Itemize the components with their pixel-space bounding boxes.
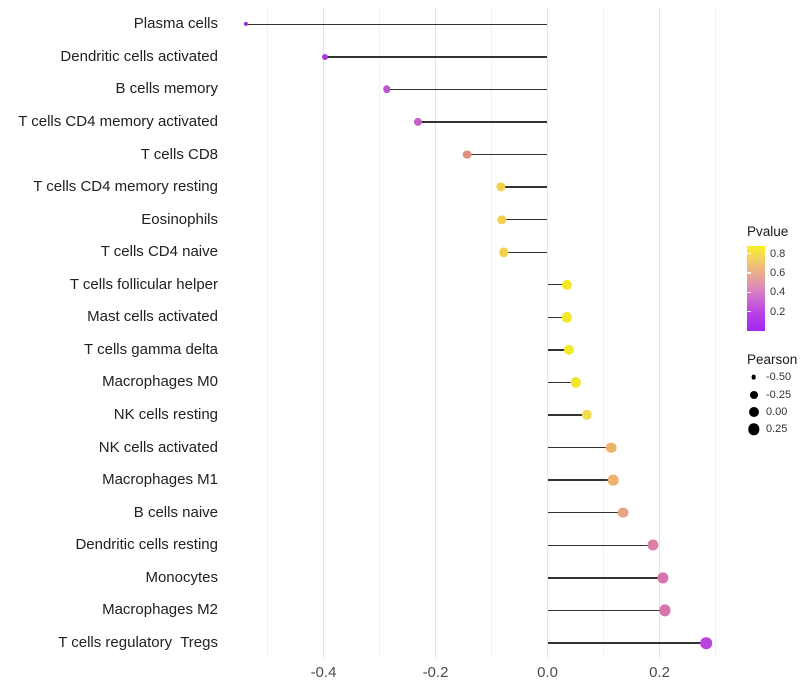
pvalue-tick-label: 0.6 — [770, 267, 786, 280]
gridline-major — [659, 8, 660, 658]
x-axis-tick-label: -0.2 — [422, 664, 449, 681]
lollipop-stem — [418, 121, 548, 123]
legend-pearson-title: Pearson — [747, 352, 798, 367]
lollipop-dot — [617, 507, 629, 519]
lollipop-dot — [383, 85, 391, 94]
y-axis-label: T cells CD8 — [140, 145, 218, 163]
y-axis-label: T cells CD4 memory resting — [33, 178, 218, 196]
y-axis-label: Dendritic cells resting — [75, 536, 218, 554]
lollipop-dot — [607, 474, 619, 486]
lollipop-dot — [496, 214, 507, 225]
lollipop-stem — [245, 23, 548, 25]
pvalue-tick-label: 0.2 — [770, 305, 786, 318]
y-axis-label: T cells regulatory Tregs — [58, 633, 218, 651]
lollipop-dot — [657, 572, 669, 584]
gridline-major — [547, 8, 548, 658]
pearson-legend-label: -0.50 — [766, 371, 792, 384]
lollipop-dot — [606, 442, 617, 453]
gridline-major — [323, 8, 324, 658]
lollipop-stem — [466, 153, 548, 156]
y-axis-label: T cells gamma delta — [84, 340, 218, 358]
pvalue-colorbar-tick — [747, 272, 751, 274]
lollipop-stem — [547, 642, 706, 644]
pearson-legend-dot — [749, 390, 758, 399]
lollipop-dot — [322, 53, 329, 60]
lollipop-dot — [563, 344, 574, 355]
pvalue-colorbar-tick — [747, 291, 751, 294]
lollipop-stem — [547, 381, 576, 384]
lollipop-stem — [325, 56, 548, 58]
lollipop-stem — [547, 512, 624, 514]
lollipop-stem — [547, 577, 663, 579]
y-axis-label: B cells naive — [133, 503, 218, 521]
y-axis-label: Mast cells activated — [87, 308, 218, 326]
y-axis-label: Macrophages M1 — [102, 471, 218, 489]
lollipop-stem — [547, 479, 614, 481]
pvalue-colorbar — [747, 246, 765, 331]
pvalue-colorbar-tick — [747, 310, 751, 313]
lollipop-dot — [700, 637, 712, 649]
lollipop-dot — [462, 150, 472, 159]
y-axis-label: NK cells activated — [98, 438, 218, 456]
pearson-legend-label: -0.25 — [766, 388, 792, 401]
y-axis-label: Macrophages M0 — [102, 373, 218, 391]
lollipop-stem — [547, 446, 612, 449]
y-axis-label: B cells memory — [115, 80, 218, 98]
pearson-legend-label: 0.00 — [766, 405, 788, 418]
gridline-minor — [491, 8, 492, 658]
y-axis-label: T cells CD4 naive — [100, 243, 218, 261]
lollipop-stem — [547, 544, 654, 546]
lollipop-stem — [503, 251, 548, 253]
lollipop-stem — [547, 609, 666, 612]
lollipop-dot — [562, 279, 573, 290]
gridline-major — [435, 8, 436, 658]
lollipop-dot — [414, 117, 423, 127]
lollipop-stem — [547, 349, 569, 351]
x-axis-tick-label: -0.4 — [310, 664, 337, 681]
gridline-minor — [267, 8, 268, 658]
lollipop-dot — [499, 247, 509, 257]
pearson-legend-label: 0.25 — [766, 423, 788, 436]
lollipop-stem — [501, 218, 548, 221]
y-axis-label: NK cells resting — [113, 406, 218, 424]
gridline-minor — [715, 8, 716, 658]
lollipop-dot — [243, 22, 248, 27]
lollipop-dot — [581, 409, 592, 421]
lollipop-stem — [547, 284, 568, 286]
lollipop-dot — [647, 539, 659, 551]
y-axis-label: Dendritic cells activated — [60, 47, 218, 65]
y-axis-label: T cells CD4 memory activated — [18, 112, 218, 130]
pvalue-colorbar-tick — [747, 252, 751, 255]
y-axis-label: Eosinophils — [141, 210, 218, 228]
lollipop-stem — [547, 316, 568, 319]
lollipop-stem — [386, 88, 548, 91]
y-axis-label: Monocytes — [145, 568, 218, 586]
x-axis-tick-label: 0.2 — [649, 664, 670, 681]
pvalue-tick-label: 0.8 — [770, 247, 786, 260]
gridline-minor — [603, 8, 604, 658]
lollipop-dot — [496, 182, 506, 192]
pearson-legend-dot — [751, 374, 756, 380]
pearson-legend-dot — [747, 423, 760, 435]
y-axis-label: Macrophages M2 — [102, 601, 218, 619]
pearson-legend-dot — [748, 406, 759, 417]
y-axis-label: Plasma cells — [133, 15, 218, 33]
pvalue-tick-label: 0.4 — [770, 286, 786, 299]
gridline-minor — [379, 8, 380, 658]
legend-pvalue-title: Pvalue — [747, 224, 789, 239]
x-axis-tick-label: 0.0 — [537, 664, 558, 681]
y-axis-label: T cells follicular helper — [69, 275, 218, 293]
lollipop-dot — [570, 377, 581, 388]
lollipop-stem — [547, 414, 587, 416]
lollipop-stem — [501, 186, 548, 188]
lollipop-dot — [562, 312, 573, 323]
lollipop-dot — [659, 604, 671, 616]
